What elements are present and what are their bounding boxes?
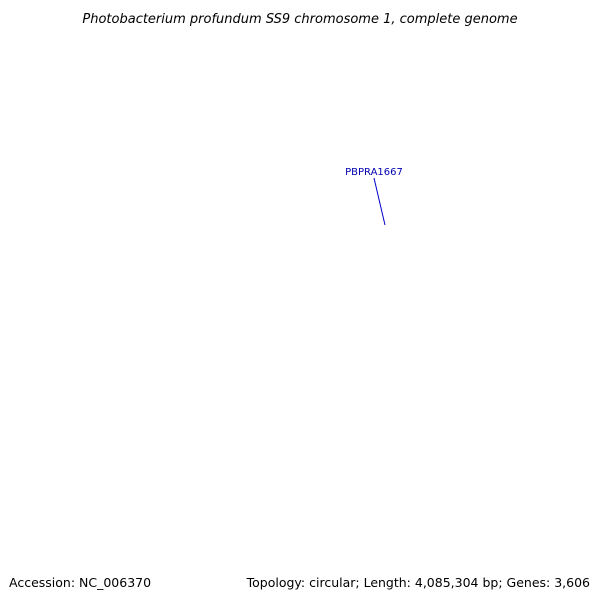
topology-text: Topology: circular; Length: 4,085,304 bp… xyxy=(246,575,590,590)
map-title: Photobacterium profundum SS9 chromosome … xyxy=(82,12,517,27)
accession-text: Accession: NC_006370 xyxy=(9,575,152,590)
gene-label-pbpra1667[interactable]: PBPRA1667 xyxy=(345,167,403,178)
gene-label-pointer xyxy=(373,177,386,226)
